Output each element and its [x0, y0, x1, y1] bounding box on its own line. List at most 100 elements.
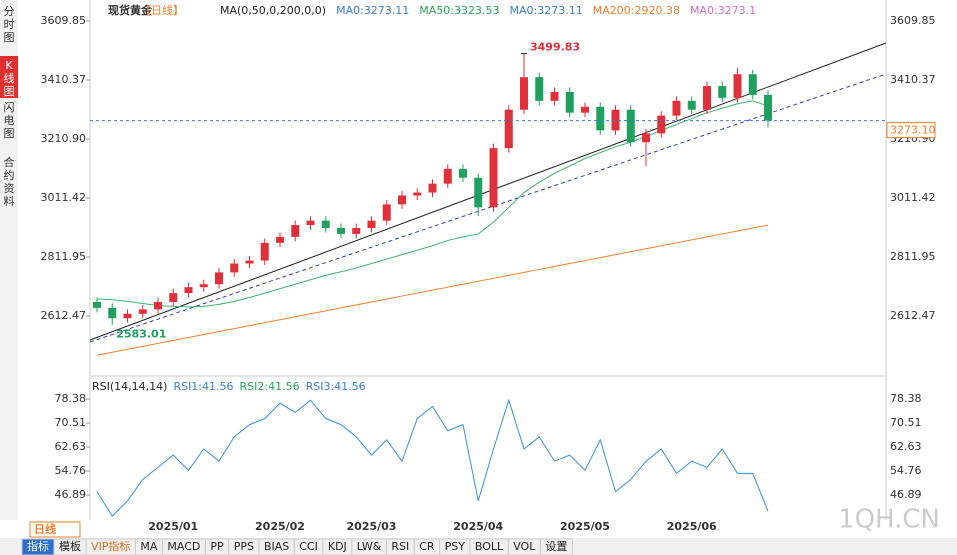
sidebar-tab[interactable]: K — [5, 59, 13, 72]
candle-body — [687, 100, 696, 110]
candle-body — [230, 263, 239, 273]
period: 【日线】 — [140, 3, 184, 17]
ma-legend: MA0:3273.11 — [336, 4, 409, 17]
ma-legend: MA0:3273.1 — [690, 4, 756, 17]
x-tick-label: 2025/01 — [148, 520, 198, 533]
period-select[interactable] — [29, 521, 81, 538]
y-tick-label: 78.38 — [55, 392, 87, 405]
candle-body — [413, 192, 422, 196]
sidebar-tab[interactable]: 约 — [4, 169, 15, 182]
sidebar-tab[interactable]: 线 — [4, 71, 15, 85]
y-tick-label: 70.51 — [55, 416, 87, 429]
sidebar-tab[interactable]: 电 — [4, 114, 15, 127]
toolbar-tab[interactable]: RSI — [391, 540, 409, 553]
tab-active[interactable] — [0, 56, 18, 98]
y-tick-label: 2612.47 — [890, 309, 936, 322]
candle-body — [520, 77, 528, 110]
y-tick-label: 54.76 — [55, 464, 87, 477]
sidebar-tab[interactable]: 图 — [4, 127, 15, 140]
sidebar-tab[interactable]: 分 — [4, 5, 15, 18]
last-price-box — [886, 122, 936, 139]
candle-body — [748, 74, 757, 95]
toolbar-tab[interactable]: 指标 — [27, 539, 49, 553]
rsi-legend: RSI3:41.56 — [306, 380, 366, 393]
toolbar-tab[interactable]: CR — [419, 540, 435, 553]
sidebar-tab[interactable]: 合 — [4, 155, 15, 169]
toolbar-tab[interactable]: PSY — [445, 540, 466, 553]
y-tick-label: 3011.42 — [890, 191, 936, 204]
y-tick-label: 62.63 — [55, 440, 87, 453]
candle-body — [581, 106, 589, 113]
candle-body — [489, 148, 498, 208]
toolbar-tab[interactable]: VIP指标 — [91, 539, 130, 553]
candle-body — [459, 168, 467, 178]
ma-legend: MA(0,50,0,200,0,0) — [220, 4, 326, 17]
trend-line — [89, 42, 887, 341]
toolbar-tab[interactable]: 设置 — [545, 540, 567, 553]
ma-line — [96, 224, 769, 356]
sidebar-tab[interactable]: 图 — [4, 31, 15, 44]
candle-body — [123, 313, 132, 319]
sidebar-tab[interactable]: 料 — [4, 194, 15, 208]
candle-body — [398, 195, 406, 205]
sidebar-tab[interactable]: 资 — [4, 182, 15, 195]
candle-body — [382, 204, 391, 221]
last-price-label: 3273.10 — [890, 124, 936, 137]
toolbar-tab[interactable]: PPS — [234, 540, 254, 553]
low-label: 2583.01 — [116, 328, 166, 341]
period-label: 日线 — [34, 522, 56, 536]
instrument-title: 现货黄金 — [108, 3, 153, 17]
candle-body — [504, 109, 513, 149]
y-tick-label: 62.63 — [890, 440, 922, 453]
x-tick-label: 2025/05 — [560, 520, 610, 533]
candle-body — [245, 260, 254, 264]
rsi-line — [96, 398, 769, 517]
rsi-legend: RSI2:41.56 — [240, 380, 300, 393]
candle-body — [596, 106, 605, 131]
sidebar — [0, 0, 18, 520]
y-tick-label: 3210.90 — [41, 132, 87, 145]
y-tick-label: 70.51 — [890, 416, 922, 429]
y-tick-label: 54.76 — [890, 464, 922, 477]
x-tick-label: 2025/06 — [667, 520, 717, 533]
candle-body — [642, 133, 650, 143]
ma-legend: MA50:3323.53 — [419, 4, 499, 17]
toolbar-tab[interactable]: BIAS — [264, 540, 289, 553]
candle-body — [215, 272, 223, 285]
y-tick-label: 3410.37 — [890, 73, 936, 86]
candle-body — [154, 301, 162, 310]
toolbar-tab-bg[interactable] — [539, 538, 573, 555]
rsi-legend: RSI1:41.56 — [173, 380, 233, 393]
candle-body — [321, 220, 330, 229]
candle-body — [733, 74, 742, 98]
toolbar-tab[interactable]: KDJ — [328, 540, 347, 553]
candle-body — [199, 284, 208, 288]
ma-legend: MA200:2920.38 — [593, 4, 680, 17]
x-tick-label: 2025/04 — [453, 520, 503, 533]
y-tick-label: 46.89 — [890, 488, 922, 501]
toolbar-tab[interactable]: PP — [210, 540, 224, 553]
high-label: 3499.83 — [530, 41, 580, 54]
candle-body — [626, 109, 635, 143]
candle-body — [352, 228, 361, 234]
y-tick-label: 3011.42 — [41, 191, 87, 204]
candle-body — [93, 301, 101, 308]
candle-body — [474, 177, 483, 208]
sidebar-tab[interactable]: 时 — [4, 18, 15, 31]
toolbar-tab[interactable]: 模板 — [59, 539, 81, 553]
candle-body — [108, 307, 117, 319]
toolbar-tab[interactable]: LW& — [357, 540, 382, 553]
candle-body — [367, 220, 376, 229]
y-tick-label: 2811.95 — [41, 250, 87, 263]
toolbar-tab[interactable]: BOLL — [475, 540, 504, 553]
toolbar-tab[interactable]: MACD — [167, 540, 200, 553]
toolbar-tab[interactable]: VOL — [513, 540, 536, 553]
y-tick-label: 2612.47 — [41, 309, 87, 322]
candle-body — [169, 293, 178, 302]
toolbar-tab[interactable]: MA — [140, 540, 157, 553]
candle-body — [306, 220, 315, 226]
sidebar-tab[interactable]: 闪 — [4, 100, 15, 114]
sidebar-tab[interactable]: 图 — [4, 85, 15, 98]
toolbar — [0, 538, 957, 555]
toolbar-tab[interactable]: CCI — [299, 540, 318, 553]
